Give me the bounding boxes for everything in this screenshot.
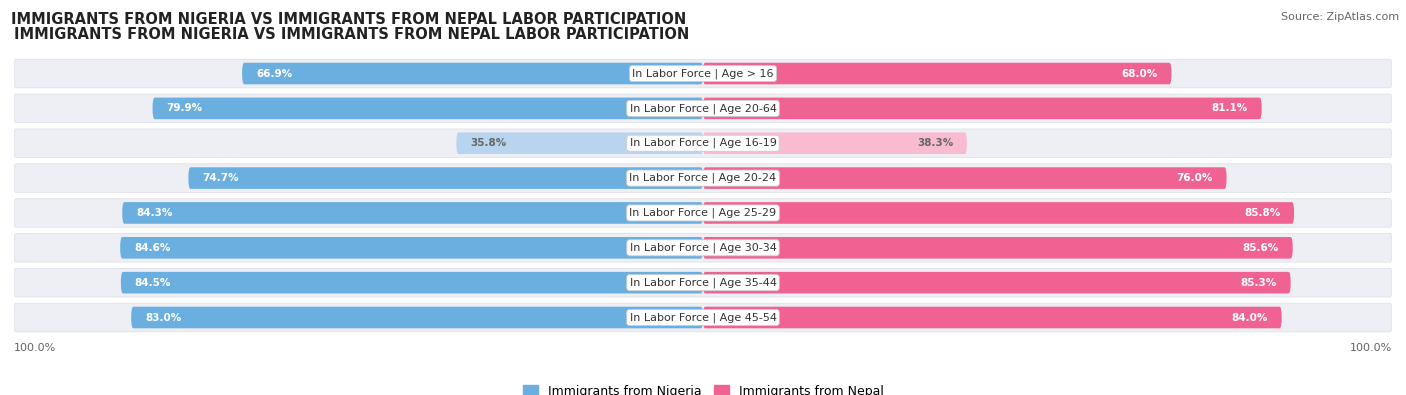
FancyBboxPatch shape (457, 132, 703, 154)
Text: 85.8%: 85.8% (1244, 208, 1281, 218)
Text: In Labor Force | Age > 16: In Labor Force | Age > 16 (633, 68, 773, 79)
Text: IMMIGRANTS FROM NIGERIA VS IMMIGRANTS FROM NEPAL LABOR PARTICIPATION: IMMIGRANTS FROM NIGERIA VS IMMIGRANTS FR… (11, 12, 686, 27)
FancyBboxPatch shape (131, 307, 703, 328)
FancyBboxPatch shape (122, 202, 703, 224)
Text: 79.9%: 79.9% (166, 103, 202, 113)
FancyBboxPatch shape (14, 94, 1392, 123)
FancyBboxPatch shape (14, 129, 1392, 158)
Text: 100.0%: 100.0% (14, 342, 56, 353)
FancyBboxPatch shape (14, 199, 1392, 227)
Text: In Labor Force | Age 35-44: In Labor Force | Age 35-44 (630, 277, 776, 288)
FancyBboxPatch shape (703, 272, 1291, 293)
FancyBboxPatch shape (14, 268, 1392, 297)
Text: In Labor Force | Age 30-34: In Labor Force | Age 30-34 (630, 243, 776, 253)
Text: In Labor Force | Age 25-29: In Labor Force | Age 25-29 (630, 208, 776, 218)
FancyBboxPatch shape (152, 98, 703, 119)
FancyBboxPatch shape (120, 237, 703, 259)
Text: In Labor Force | Age 45-54: In Labor Force | Age 45-54 (630, 312, 776, 323)
FancyBboxPatch shape (703, 237, 1292, 259)
FancyBboxPatch shape (242, 63, 703, 85)
Text: 84.0%: 84.0% (1232, 312, 1268, 322)
Text: 74.7%: 74.7% (202, 173, 239, 183)
Text: Source: ZipAtlas.com: Source: ZipAtlas.com (1281, 12, 1399, 22)
FancyBboxPatch shape (703, 202, 1294, 224)
FancyBboxPatch shape (703, 63, 1171, 85)
Text: In Labor Force | Age 20-24: In Labor Force | Age 20-24 (630, 173, 776, 183)
Text: 76.0%: 76.0% (1177, 173, 1213, 183)
FancyBboxPatch shape (14, 164, 1392, 192)
Text: IMMIGRANTS FROM NIGERIA VS IMMIGRANTS FROM NEPAL LABOR PARTICIPATION: IMMIGRANTS FROM NIGERIA VS IMMIGRANTS FR… (14, 27, 689, 42)
Text: 66.9%: 66.9% (256, 69, 292, 79)
Text: 85.6%: 85.6% (1243, 243, 1279, 253)
Text: 83.0%: 83.0% (145, 312, 181, 322)
FancyBboxPatch shape (14, 303, 1392, 332)
Text: 84.6%: 84.6% (134, 243, 170, 253)
Legend: Immigrants from Nigeria, Immigrants from Nepal: Immigrants from Nigeria, Immigrants from… (517, 380, 889, 395)
FancyBboxPatch shape (703, 307, 1282, 328)
FancyBboxPatch shape (188, 167, 703, 189)
FancyBboxPatch shape (121, 272, 703, 293)
Text: In Labor Force | Age 16-19: In Labor Force | Age 16-19 (630, 138, 776, 149)
Text: 85.3%: 85.3% (1240, 278, 1277, 288)
Text: 81.1%: 81.1% (1212, 103, 1249, 113)
Text: 100.0%: 100.0% (1350, 342, 1392, 353)
FancyBboxPatch shape (703, 132, 967, 154)
FancyBboxPatch shape (14, 59, 1392, 88)
Text: 84.3%: 84.3% (136, 208, 173, 218)
Text: In Labor Force | Age 20-64: In Labor Force | Age 20-64 (630, 103, 776, 114)
FancyBboxPatch shape (14, 233, 1392, 262)
Text: 84.5%: 84.5% (135, 278, 172, 288)
Text: 38.3%: 38.3% (917, 138, 953, 148)
FancyBboxPatch shape (703, 98, 1261, 119)
Text: 35.8%: 35.8% (470, 138, 506, 148)
FancyBboxPatch shape (703, 167, 1226, 189)
Text: 68.0%: 68.0% (1122, 69, 1157, 79)
